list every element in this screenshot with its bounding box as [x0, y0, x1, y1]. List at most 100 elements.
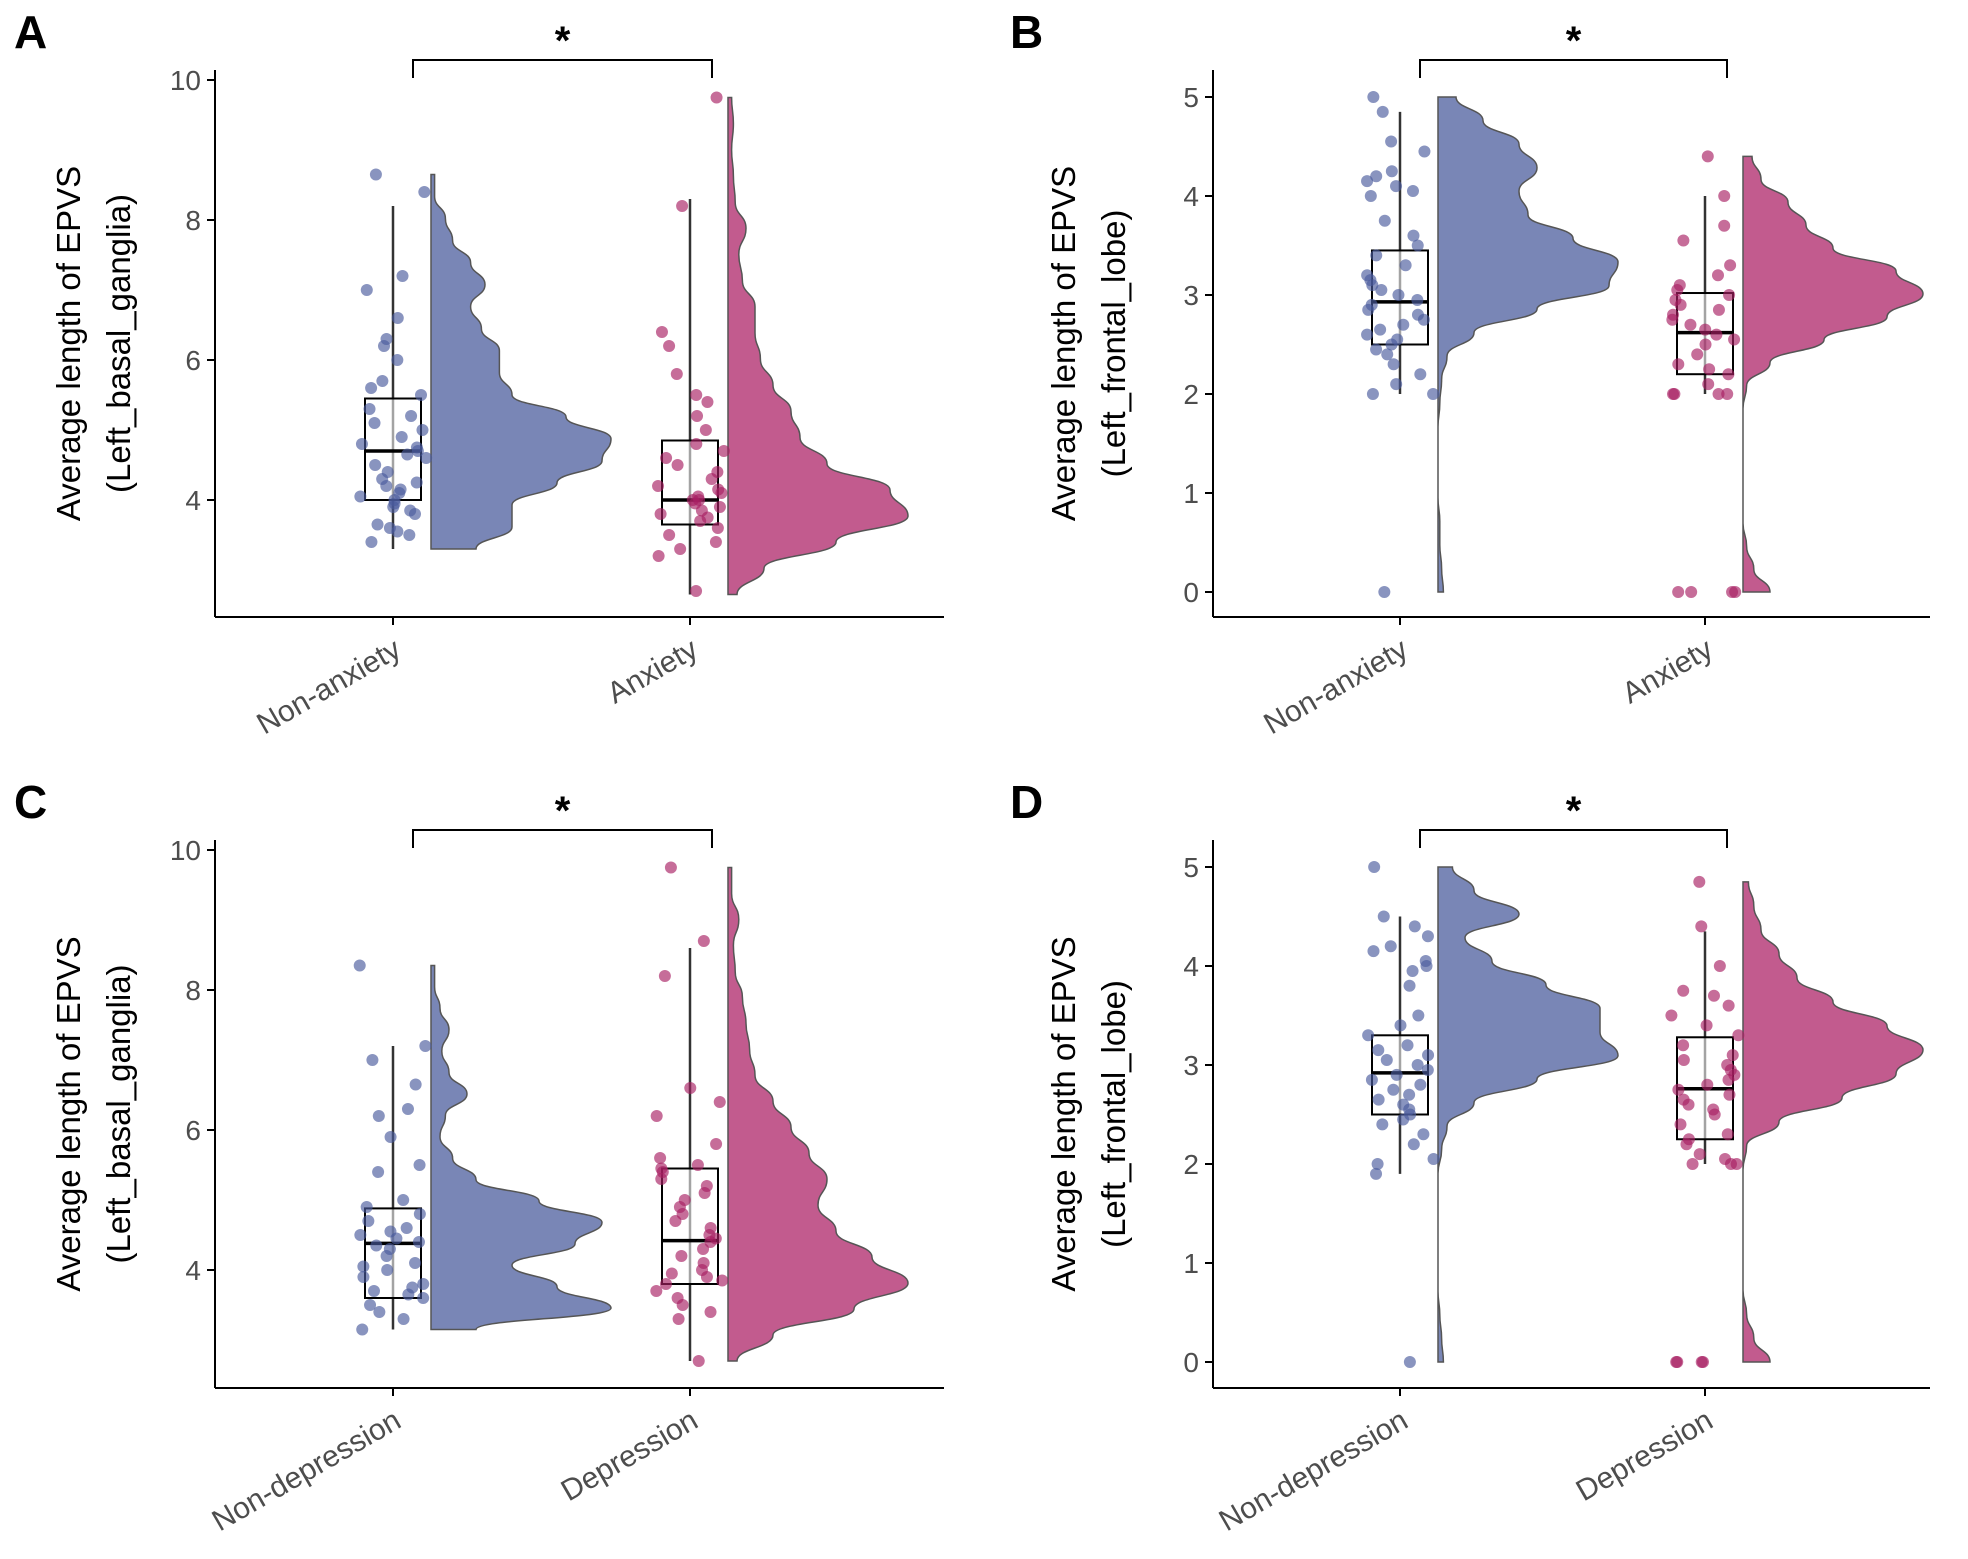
- data-point: [367, 1285, 380, 1297]
- data-point: [1673, 279, 1686, 292]
- data-point: [1677, 984, 1690, 997]
- density-cloud: [727, 866, 909, 1362]
- panel-label: D: [1010, 776, 1043, 828]
- data-point: [1670, 1356, 1683, 1368]
- data-point: [381, 466, 394, 478]
- panel-label: B: [1010, 6, 1043, 58]
- data-point: [1403, 1088, 1416, 1101]
- y-tick-label: 0: [1183, 1347, 1199, 1378]
- y-tick-label: 2: [1183, 1149, 1199, 1180]
- data-point: [394, 483, 407, 496]
- data-point: [1414, 1078, 1427, 1091]
- data-point: [410, 441, 423, 454]
- data-point: [670, 368, 683, 380]
- data-point: [1374, 323, 1387, 336]
- data-point: [691, 1159, 704, 1171]
- data-point: [1693, 875, 1706, 888]
- y-tick-label: 10: [170, 835, 201, 866]
- data-point: [1380, 1054, 1393, 1067]
- data-point: [403, 529, 416, 541]
- y-tick-label: 4: [185, 485, 201, 516]
- data-point: [1712, 303, 1725, 316]
- data-point: [384, 1131, 397, 1143]
- data-point: [690, 585, 703, 597]
- data-point: [659, 1278, 672, 1290]
- data-point: [381, 1264, 394, 1276]
- y-tick-label: 6: [185, 1115, 201, 1146]
- data-point: [1723, 1088, 1736, 1101]
- data-point: [417, 1278, 430, 1290]
- density-cloud: [430, 173, 612, 550]
- data-point: [1700, 1019, 1713, 1032]
- data-point: [1365, 298, 1378, 311]
- data-point: [376, 375, 389, 387]
- density-cloud: [430, 964, 612, 1331]
- data-point: [372, 1166, 385, 1178]
- data-point: [650, 1285, 663, 1297]
- data-point: [697, 1257, 710, 1269]
- data-point: [1391, 333, 1404, 346]
- data-point: [1370, 1167, 1383, 1180]
- data-point: [362, 1215, 375, 1227]
- data-point: [1721, 1128, 1734, 1141]
- data-point: [692, 490, 705, 503]
- data-point: [416, 424, 429, 436]
- data-point: [1381, 348, 1394, 361]
- data-point: [1686, 1158, 1699, 1170]
- y-axis-title-line2: (Left_basal_ganglia): [100, 194, 137, 493]
- data-point: [1701, 1078, 1714, 1091]
- data-point: [1677, 1093, 1690, 1106]
- density-cloud: [1742, 155, 1924, 593]
- data-point: [1406, 185, 1419, 198]
- y-axis-title-line1: Average length of EPVS: [1045, 166, 1082, 521]
- data-point: [391, 354, 404, 366]
- data-point: [1685, 586, 1698, 598]
- data-point: [1417, 1128, 1430, 1141]
- data-point: [1702, 378, 1715, 391]
- data-point: [699, 424, 712, 436]
- x-tick-label: Anxiety: [1617, 632, 1719, 710]
- data-point: [1366, 388, 1379, 400]
- data-point: [1392, 289, 1405, 301]
- data-point: [1427, 388, 1440, 400]
- data-point: [1384, 940, 1397, 953]
- data-point: [1728, 333, 1741, 346]
- data-point: [1397, 1098, 1410, 1111]
- group-anxiety: Anxiety: [1617, 150, 1924, 710]
- y-axis-title-line1: Average length of EPVS: [50, 936, 87, 1291]
- data-point: [418, 186, 431, 198]
- y-tick-label: 1: [1183, 478, 1199, 509]
- group-non-anxiety: Non-anxiety: [1258, 91, 1619, 741]
- data-point: [357, 1271, 370, 1283]
- data-point: [1387, 1083, 1400, 1096]
- data-point: [1372, 1044, 1385, 1057]
- data-point: [1361, 269, 1374, 282]
- data-point: [1711, 269, 1724, 282]
- data-point: [1371, 1158, 1384, 1170]
- data-point: [413, 1208, 426, 1220]
- data-point: [1667, 308, 1680, 321]
- x-tick-label: Non-depression: [207, 1403, 407, 1537]
- data-point: [1712, 388, 1725, 400]
- significance-bracket: [1419, 59, 1728, 78]
- x-tick-label: Non-anxiety: [251, 632, 406, 741]
- data-point: [413, 1159, 426, 1171]
- data-point: [373, 1306, 386, 1318]
- group-non-anxiety: Non-anxiety: [251, 168, 612, 741]
- data-point: [363, 403, 376, 415]
- data-point: [711, 466, 724, 478]
- data-point: [405, 410, 418, 422]
- data-point: [1377, 910, 1390, 923]
- data-point: [417, 1292, 430, 1304]
- data-point: [383, 522, 396, 534]
- data-point: [663, 340, 676, 352]
- significance-label: *: [1566, 789, 1582, 833]
- data-point: [1677, 1054, 1690, 1067]
- data-point: [663, 529, 676, 541]
- data-point: [1669, 293, 1682, 306]
- data-point: [380, 333, 393, 345]
- data-point: [1408, 920, 1421, 933]
- data-point: [1368, 861, 1381, 873]
- data-point: [674, 543, 687, 555]
- data-point: [1722, 999, 1735, 1012]
